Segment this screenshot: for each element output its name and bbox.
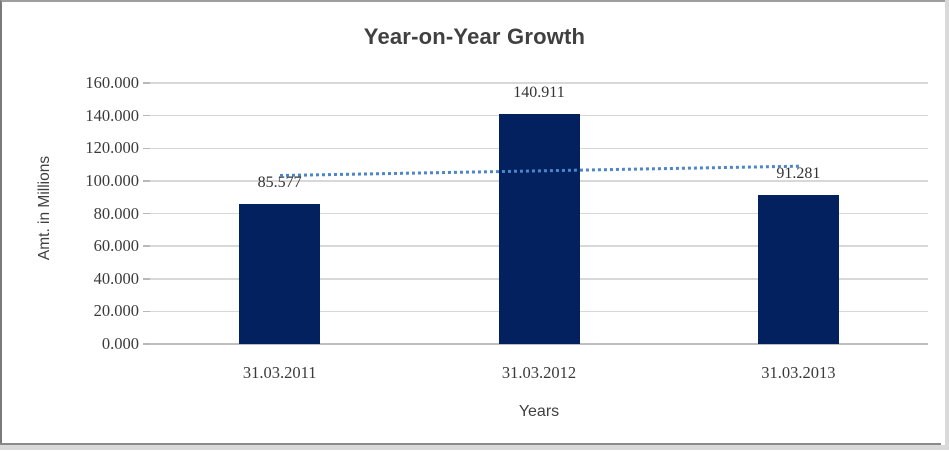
y-tick-mark [143,147,150,149]
x-axis-line [150,343,928,345]
frame-bottom-band [0,445,949,450]
chart-title: Year-on-Year Growth [363,24,586,49]
y-tick-mark [143,114,150,117]
y-tick-mark [143,343,150,345]
y-tick-mark [143,310,150,313]
y-tick-label: 120.000 [85,138,139,158]
y-tick-label: 140.000 [85,105,139,125]
y-tick-label: 20.000 [93,301,139,321]
y-tick-mark [143,180,150,182]
bar-value-label: 91.281 [776,165,821,183]
y-tick-mark [143,245,150,247]
y-tick-label: 40.000 [93,268,139,288]
x-axis-title: Years [518,403,560,420]
y-tick-label: 0.000 [101,334,139,353]
x-tick-label: 31.03.2012 [501,363,577,382]
y-tick-label: 60.000 [93,236,139,256]
y-tick-label: 100.000 [85,170,139,190]
y-tick-label: 160.000 [85,73,139,92]
y-tick-mark [143,212,150,215]
frame-right-band [945,0,949,450]
y-gridline [150,82,928,84]
bar [498,114,580,344]
y-tick-label: 80.000 [93,203,139,223]
x-tick-label: 31.03.2013 [761,363,836,382]
y-tick-mark [143,82,150,84]
bar [239,204,321,344]
bar [757,195,839,344]
bar-value-label: 140.911 [513,84,565,102]
bar-value-label: 85.577 [257,174,302,192]
x-tick-label: 31.03.2011 [242,363,317,382]
y-tick-mark [143,278,150,280]
frame-bottom-line [0,443,941,445]
